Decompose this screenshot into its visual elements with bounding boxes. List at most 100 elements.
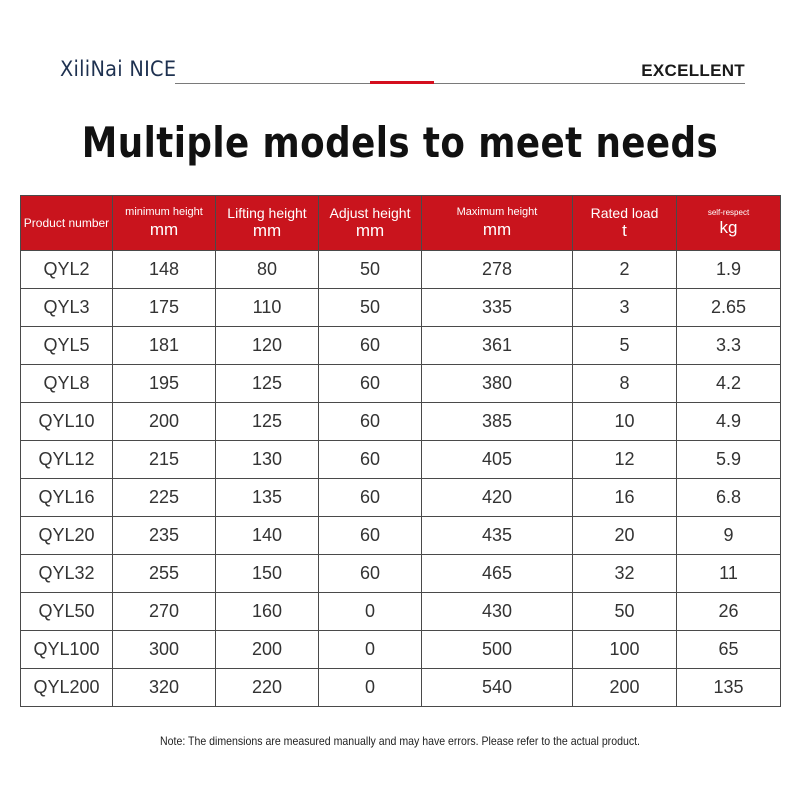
product-number-cell: QYL16 — [20, 478, 113, 517]
table-cell: 225 — [112, 478, 216, 517]
table-row: QYL2 148 80 50 278 2 1.9 — [20, 250, 781, 289]
table-cell: 12 — [572, 440, 677, 479]
table-cell: 60 — [318, 440, 422, 479]
table-row: QYL5 181 120 60 361 5 3.3 — [20, 326, 781, 365]
column-header-label: Maximum height — [456, 206, 538, 219]
table-cell: 500 — [421, 630, 573, 669]
table-cell: 100 — [572, 630, 677, 669]
table-row: QYL32 255 150 60 465 32 11 — [20, 554, 781, 593]
table-row: QYL16 225 135 60 420 16 6.8 — [20, 478, 781, 517]
tagline: EXCELLENT — [641, 61, 745, 80]
header-divider — [175, 83, 745, 84]
page-title: Multiple models to meet needs — [81, 118, 719, 167]
table-cell: 255 — [112, 554, 216, 593]
product-number-cell: QYL8 — [20, 364, 113, 403]
column-header-unit: t — [622, 221, 627, 241]
product-number-cell: QYL3 — [20, 288, 113, 327]
table-cell: 278 — [421, 250, 573, 289]
table-row: QYL100 300 200 0 500 100 65 — [20, 630, 781, 669]
table-cell: 215 — [112, 440, 216, 479]
table-cell: 140 — [215, 516, 319, 555]
table-cell: 430 — [421, 592, 573, 631]
table-cell: 200 — [572, 668, 677, 707]
table-cell: 175 — [112, 288, 216, 327]
column-header-unit: mm — [355, 221, 385, 241]
table-cell: 2 — [572, 250, 677, 289]
table-cell: 3 — [572, 288, 677, 327]
product-number-cell: QYL20 — [20, 516, 113, 555]
table-cell: 135 — [215, 478, 319, 517]
table-cell: 200 — [215, 630, 319, 669]
table-cell: 16 — [572, 478, 677, 517]
table-cell: 420 — [421, 478, 573, 517]
table-cell: 130 — [215, 440, 319, 479]
table-cell: 120 — [215, 326, 319, 365]
table-cell: 435 — [421, 516, 573, 555]
table-cell: 80 — [215, 250, 319, 289]
product-number-cell: QYL2 — [20, 250, 113, 289]
table-cell: 195 — [112, 364, 216, 403]
table-cell: 3.3 — [676, 326, 781, 365]
table-cell: 60 — [318, 554, 422, 593]
column-header-unit: mm — [252, 221, 282, 241]
table-cell: 50 — [318, 288, 422, 327]
product-number-cell: QYL32 — [20, 554, 113, 593]
column-header-label: minimum height — [125, 206, 203, 219]
product-number-cell: QYL200 — [20, 668, 113, 707]
column-header-product-number: Product number — [20, 195, 113, 251]
table-cell: 0 — [318, 630, 422, 669]
table-cell: 50 — [572, 592, 677, 631]
table-cell: 2.65 — [676, 288, 781, 327]
table-cell: 125 — [215, 364, 319, 403]
table-cell: 385 — [421, 402, 573, 441]
table-cell: 200 — [112, 402, 216, 441]
table-row: QYL8 195 125 60 380 8 4.2 — [20, 364, 781, 403]
column-header-unit: mm — [149, 219, 179, 239]
table-cell: 135 — [676, 668, 781, 707]
table-cell: 125 — [215, 402, 319, 441]
table-cell: 335 — [421, 288, 573, 327]
table-body: QYL2 148 80 50 278 2 1.9 QYL3 175 110 50 335 3 2.65 QY… — [20, 250, 781, 707]
column-header-adjust-height: Adjust height mm — [318, 195, 422, 251]
table-cell: 405 — [421, 440, 573, 479]
product-number-cell: QYL10 — [20, 402, 113, 441]
product-number-cell: QYL5 — [20, 326, 113, 365]
table-cell: 50 — [318, 250, 422, 289]
table-cell: 220 — [215, 668, 319, 707]
table-row: QYL3 175 110 50 335 3 2.65 — [20, 288, 781, 327]
spec-table: Product number minimum height mm Lifting… — [20, 195, 781, 707]
product-number-cell: QYL12 — [20, 440, 113, 479]
table-cell: 8 — [572, 364, 677, 403]
disclaimer-note: Note: The dimensions are measured manual… — [160, 734, 640, 748]
table-cell: 380 — [421, 364, 573, 403]
table-cell: 26 — [676, 592, 781, 631]
table-cell: 150 — [215, 554, 319, 593]
column-header-rated-load: Rated load t — [572, 195, 677, 251]
column-header-maximum-height: Maximum height mm — [421, 195, 573, 251]
table-cell: 110 — [215, 288, 319, 327]
table-cell: 148 — [112, 250, 216, 289]
table-cell: 320 — [112, 668, 216, 707]
table-cell: 300 — [112, 630, 216, 669]
table-cell: 6.8 — [676, 478, 781, 517]
table-cell: 235 — [112, 516, 216, 555]
table-cell: 60 — [318, 326, 422, 365]
table-cell: 20 — [572, 516, 677, 555]
table-cell: 1.9 — [676, 250, 781, 289]
table-cell: 9 — [676, 516, 781, 555]
column-header-lifting-height: Lifting height mm — [215, 195, 319, 251]
table-cell: 60 — [318, 364, 422, 403]
table-row: QYL10 200 125 60 385 10 4.9 — [20, 402, 781, 441]
header: XiliNai NICE EXCELLENT — [60, 55, 745, 87]
table-cell: 4.9 — [676, 402, 781, 441]
table-cell: 4.2 — [676, 364, 781, 403]
column-header-unit: kg — [719, 218, 738, 238]
table-cell: 0 — [318, 668, 422, 707]
table-cell: 465 — [421, 554, 573, 593]
table-cell: 361 — [421, 326, 573, 365]
table-cell: 60 — [318, 516, 422, 555]
table-row: QYL50 270 160 0 430 50 26 — [20, 592, 781, 631]
table-row: QYL200 320 220 0 540 200 135 — [20, 668, 781, 707]
product-number-cell: QYL100 — [20, 630, 113, 669]
table-cell: 32 — [572, 554, 677, 593]
